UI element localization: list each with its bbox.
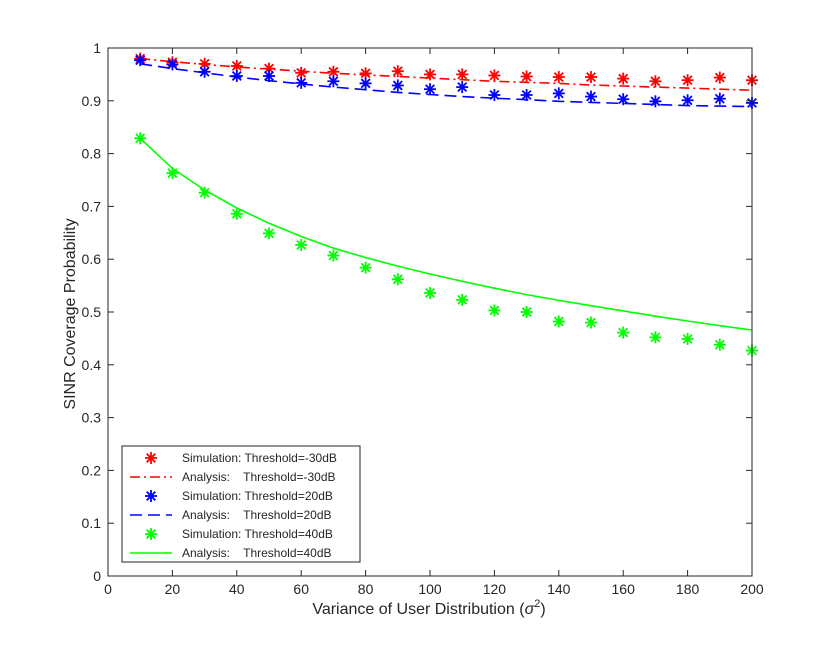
series-4-point-3 bbox=[230, 207, 243, 220]
y-axis-label: SINR Coverage Probability bbox=[62, 218, 79, 409]
series-4-point-5 bbox=[295, 238, 308, 251]
series-2-point-0 bbox=[134, 54, 147, 67]
x-axis-label: Variance of User Distribution (σ2) bbox=[312, 598, 545, 618]
series-4-point-14 bbox=[585, 316, 597, 329]
series-4-point-13 bbox=[552, 315, 565, 328]
x-tick-label-1: 20 bbox=[165, 581, 181, 597]
series-0-point-15 bbox=[617, 72, 630, 85]
series-2-point-13 bbox=[552, 87, 565, 100]
series-4-point-10 bbox=[456, 293, 469, 306]
x-tick-label-0: 0 bbox=[104, 581, 112, 597]
series-0-point-13 bbox=[552, 71, 565, 84]
series-4-point-11 bbox=[488, 304, 501, 317]
series-2-point-14 bbox=[585, 90, 597, 103]
y-tick-label-9: 0.9 bbox=[82, 93, 102, 109]
series-2-point-15 bbox=[617, 93, 630, 106]
series-layer bbox=[134, 52, 758, 357]
series-2-point-16 bbox=[649, 95, 662, 108]
series-4-point-7 bbox=[359, 261, 372, 274]
series-0-point-3 bbox=[230, 59, 243, 72]
axes-layer: 0 20 40 60 80 100 120 140 160 180 200 0 0.1 0.2 0.3 0.4… bbox=[82, 40, 764, 597]
series-0-point-14 bbox=[585, 71, 597, 84]
y-tick-label-0: 0 bbox=[93, 568, 101, 584]
y-tick-label-5: 0.5 bbox=[82, 304, 102, 320]
y-tick-label-7: 0.7 bbox=[82, 198, 102, 214]
series-0-point-11 bbox=[488, 69, 501, 82]
y-tick-label-4: 0.4 bbox=[82, 357, 102, 373]
x-axis-label-close: ) bbox=[540, 601, 545, 618]
series-line-5 bbox=[139, 137, 753, 331]
y-tick-label-1: 0.1 bbox=[82, 515, 102, 531]
series-4-point-15 bbox=[617, 326, 630, 339]
series-4-point-12 bbox=[520, 306, 533, 318]
legend-marker-0 bbox=[145, 452, 157, 464]
series-0-point-8 bbox=[391, 65, 404, 78]
series-2-point-17 bbox=[681, 94, 694, 107]
series-0-point-5 bbox=[295, 66, 308, 79]
y-tick-label-2: 0.2 bbox=[82, 462, 102, 478]
series-0-point-10 bbox=[456, 68, 469, 81]
series-4-point-4 bbox=[263, 227, 275, 240]
legend-label-1: Analysis: Threshold=-30dB bbox=[182, 470, 336, 484]
x-axis-label-text: Variance of User Distribution ( bbox=[312, 601, 525, 618]
x-tick-label-8: 160 bbox=[612, 581, 636, 597]
legend-label-3: Analysis: Threshold=20dB bbox=[182, 508, 332, 522]
series-2-point-7 bbox=[359, 77, 372, 90]
legend: Simulation: Threshold=-30dB Analysis: Thr… bbox=[121, 445, 361, 563]
series-2-point-18 bbox=[713, 92, 726, 105]
series-0-point-6 bbox=[327, 65, 340, 78]
series-2-point-10 bbox=[456, 81, 469, 94]
y-tick-label-10: 1 bbox=[93, 40, 101, 56]
series-line-1 bbox=[140, 57, 753, 91]
series-4-point-6 bbox=[327, 249, 340, 262]
x-tick-label-5: 100 bbox=[418, 581, 442, 597]
legend-box bbox=[121, 445, 361, 563]
legend-marker-4 bbox=[145, 528, 157, 540]
series-0-point-7 bbox=[359, 67, 372, 80]
series-2-point-9 bbox=[424, 83, 436, 96]
series-2-point-8 bbox=[391, 79, 404, 92]
series-line-3 bbox=[140, 63, 753, 108]
legend-label-5: Analysis: Threshold=40dB bbox=[182, 546, 332, 560]
series-0-point-16 bbox=[649, 75, 662, 88]
legend-label-4: Simulation: Threshold=40dB bbox=[182, 527, 333, 541]
y-tick-label-8: 0.8 bbox=[82, 146, 102, 162]
series-4-point-17 bbox=[681, 332, 694, 345]
x-tick-label-7: 140 bbox=[547, 581, 571, 597]
x-axis-label-superscript: 2 bbox=[534, 598, 540, 610]
series-4-point-18 bbox=[713, 338, 726, 351]
series-2-point-5 bbox=[295, 76, 308, 89]
series-2-point-6 bbox=[327, 75, 340, 88]
legend-marker-2 bbox=[145, 490, 157, 502]
x-tick-label-3: 60 bbox=[293, 581, 309, 597]
legend-label-0: Simulation: Threshold=-30dB bbox=[182, 451, 337, 465]
series-0-point-17 bbox=[681, 74, 694, 87]
series-4-point-9 bbox=[424, 286, 436, 299]
x-axis-label-symbol: σ bbox=[525, 601, 536, 618]
x-tick-label-6: 120 bbox=[483, 581, 507, 597]
series-0-point-12 bbox=[520, 70, 533, 83]
x-tick-label-9: 180 bbox=[676, 581, 700, 597]
series-2-point-1 bbox=[166, 58, 179, 71]
series-4-point-8 bbox=[391, 273, 404, 286]
legend-label-2: Simulation: Threshold=20dB bbox=[182, 489, 333, 503]
x-tick-label-2: 40 bbox=[229, 581, 245, 597]
y-tick-label-3: 0.3 bbox=[82, 410, 102, 426]
y-tick-label-6: 0.6 bbox=[82, 251, 102, 267]
series-4-point-16 bbox=[649, 331, 662, 344]
x-tick-label-4: 80 bbox=[358, 581, 374, 597]
series-0-point-18 bbox=[713, 71, 726, 84]
x-tick-label-10: 200 bbox=[740, 581, 764, 597]
